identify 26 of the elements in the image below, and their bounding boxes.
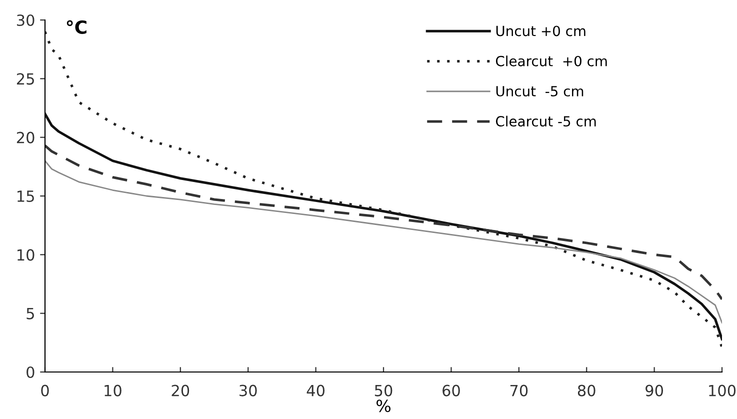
line-series: [45, 144, 722, 301]
x-tick-label: 80: [578, 384, 596, 396]
y-tick-label: 25: [16, 73, 34, 85]
x-tick-label: 90: [646, 384, 664, 396]
x-tick-label: 50: [374, 384, 392, 396]
x-tick-label: 60: [442, 384, 460, 396]
y-tick-label: 15: [18, 190, 34, 202]
y-tick-label: 0: [26, 366, 34, 378]
y-tick-label: 20: [16, 132, 34, 144]
legend-label: Uncut -5 cm: [496, 86, 584, 96]
y-tick-label: 10: [18, 249, 34, 261]
x-tick-label: 0: [41, 384, 49, 396]
x-tick-label: 20: [172, 384, 190, 396]
y-tick-label: 5: [26, 308, 34, 320]
x-axis-title: %: [376, 400, 390, 412]
x-tick-label: 70: [510, 384, 528, 396]
x-tick-label: 30: [240, 384, 257, 396]
x-tick-label: 40: [306, 384, 325, 396]
legend-label: Clearcut -5 cm: [496, 116, 596, 127]
x-tick-label: 100: [709, 384, 736, 396]
x-tick-label: 10: [104, 384, 122, 396]
legend-label: Clearcut +0 cm: [496, 56, 607, 66]
y-tick-label: 30: [17, 14, 34, 26]
legend-label: Uncut +0 cm: [496, 26, 586, 36]
line-series: [45, 160, 722, 324]
y-axis-title: °C: [66, 20, 86, 34]
